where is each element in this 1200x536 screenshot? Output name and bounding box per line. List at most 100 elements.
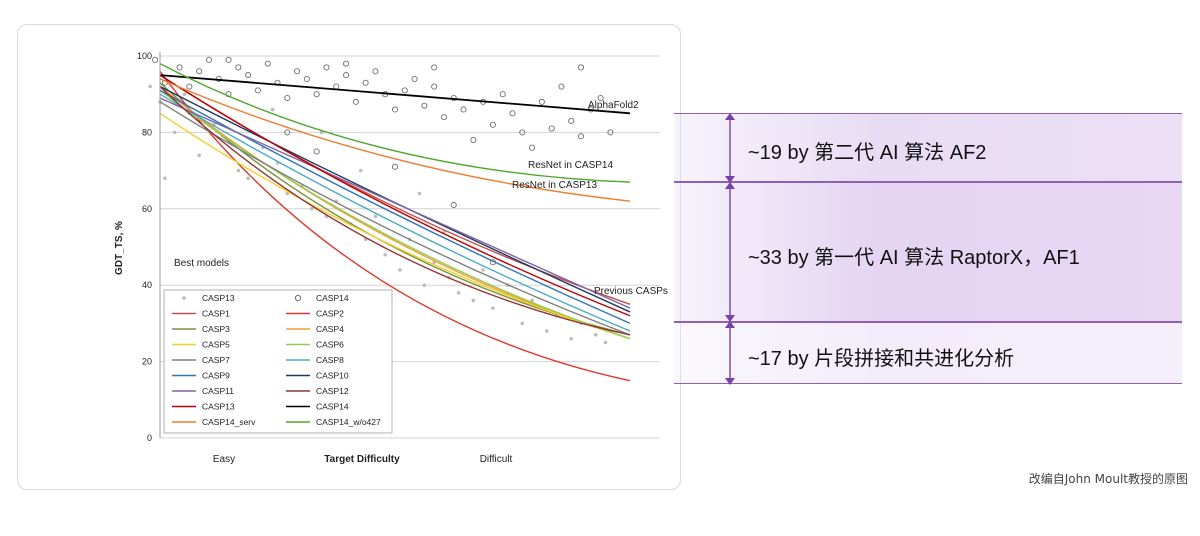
series-line-casp13	[159, 74, 631, 317]
casp14-point	[431, 83, 438, 90]
casp13-point	[309, 207, 314, 211]
legend-label: CASP9	[202, 371, 230, 381]
casp13-point	[520, 321, 525, 326]
band-label-af1: ~33 by 第一代 AI 算法 RaptorX，AF1	[748, 247, 1080, 269]
casp14-point	[568, 117, 575, 124]
legend-label: CASP5	[202, 340, 230, 350]
casp14-point	[152, 56, 159, 63]
legend-label: CASP3	[202, 324, 230, 334]
gdt-chart: 0 20 40 60 80 100 GDT_TS, % Target Difficulty…	[100, 38, 670, 478]
casp14-point	[460, 106, 467, 113]
casp14-point	[519, 129, 526, 136]
y-axis-label: GDT_TS, %	[114, 221, 125, 275]
casp14-point	[421, 102, 428, 109]
series-line-casp6	[159, 89, 631, 340]
casp13-point	[481, 268, 485, 272]
legend-label: CASP14	[316, 293, 349, 303]
casp14-point	[205, 56, 213, 63]
series-line-casp12	[159, 86, 631, 336]
casp14-point	[352, 98, 359, 105]
casp14-point	[440, 114, 448, 121]
y-tick-label: 40	[142, 280, 152, 290]
legend-marker	[294, 294, 302, 302]
casp14-point	[294, 68, 301, 75]
casp13-point	[373, 214, 378, 219]
casp14-point	[264, 60, 271, 67]
casp14-point	[529, 144, 536, 151]
casp14-point	[411, 75, 418, 82]
casp14-point	[245, 72, 252, 79]
casp13-point	[398, 268, 402, 272]
x-axis-label: Target Difficulty	[324, 454, 400, 465]
casp13-point	[197, 153, 201, 158]
series-line-casp11	[159, 97, 631, 309]
legend-label: CASP11	[202, 386, 234, 396]
casp13-point	[246, 176, 250, 181]
legend-label: CASP14	[316, 402, 349, 412]
legend-label: CASP1	[202, 309, 230, 319]
legend-label: CASP13	[202, 402, 235, 412]
legend-label: CASP2	[316, 309, 344, 319]
legend-label: CASP7	[202, 355, 230, 365]
casp14-point	[176, 64, 183, 71]
legend: CASP13 CASP14 CASP1 CASP2 CASP3 CASP4 CASP5 CAS…	[163, 289, 393, 434]
casp14-point	[548, 125, 555, 132]
casp13-point	[148, 84, 153, 89]
casp14-point	[235, 64, 242, 71]
casp14-point	[225, 56, 232, 63]
casp14-point	[577, 133, 585, 140]
series-lines	[159, 63, 631, 382]
legend-label: CASP12	[316, 386, 349, 396]
casp14-point	[509, 110, 516, 117]
casp13-point	[471, 298, 476, 303]
casp13-point	[236, 168, 241, 173]
casp14-point	[558, 83, 565, 90]
series-line-casp14-serv	[159, 78, 631, 202]
band-af2	[674, 113, 1182, 182]
annotation-resnet-casp14: ResNet in CASP14	[528, 160, 613, 171]
series-line-casp9	[159, 89, 631, 325]
legend-label: CASP10	[316, 371, 349, 381]
casp13-point	[456, 291, 461, 295]
legend-label: CASP13	[202, 293, 235, 303]
y-tick-label: 0	[147, 433, 152, 443]
annotation-previous-casps: Previous CASPs	[594, 286, 668, 297]
casp14-point	[391, 106, 399, 113]
casp13-point	[383, 252, 388, 257]
casp14-point	[577, 64, 585, 71]
legend-label: CASP8	[316, 355, 344, 365]
credit-text: 改编自John Moult教授的原图	[1028, 472, 1188, 486]
series-line-casp8	[159, 93, 631, 332]
casp14-point	[254, 87, 261, 94]
casp13-point	[358, 168, 363, 173]
casp13-point	[172, 130, 177, 135]
casp14-point	[284, 94, 291, 102]
series-line-casp5	[159, 112, 631, 340]
arrow-af1	[725, 182, 735, 322]
legend-label: CASP14_serv	[202, 417, 256, 427]
x-tick-difficult: Difficult	[480, 454, 513, 465]
y-tick-label: 100	[137, 51, 152, 61]
band-af1	[674, 182, 1182, 322]
casp13-point	[491, 306, 495, 310]
legend-marker	[182, 296, 186, 300]
casp14-point	[607, 129, 614, 136]
series-line-casp7	[159, 101, 631, 336]
legend-label: CASP6	[316, 340, 344, 350]
casp14-point	[362, 79, 369, 86]
arrow-fragment	[725, 321, 735, 385]
series-line-casp2	[159, 70, 631, 382]
y-tick-label: 20	[142, 357, 152, 367]
casp14-point	[303, 75, 310, 82]
casp14-point	[313, 148, 320, 155]
annotation-alphafold2: AlphaFold2	[588, 100, 639, 111]
casp14-point	[186, 83, 193, 90]
casp14-point	[313, 91, 320, 98]
legend-label: CASP14_w/o427	[316, 417, 381, 427]
casp13-point	[417, 191, 422, 196]
y-tick-label: 80	[142, 127, 152, 137]
casp14-point	[372, 68, 379, 75]
casp13-point	[593, 333, 598, 337]
casp14-point	[470, 136, 477, 144]
casp14-point	[323, 64, 330, 71]
